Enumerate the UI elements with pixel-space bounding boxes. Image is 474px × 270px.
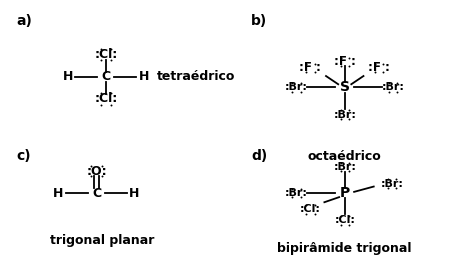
- Text: octaédrico: octaédrico: [308, 150, 382, 163]
- Text: :Cl:: :Cl:: [334, 215, 355, 225]
- Text: :Cl:: :Cl:: [94, 48, 118, 61]
- Text: :Br:: :Br:: [333, 162, 356, 172]
- Text: :Br:: :Br:: [381, 178, 403, 188]
- Text: :F :: :F :: [300, 62, 321, 75]
- Text: C: C: [101, 70, 110, 83]
- Text: :F :: :F :: [368, 62, 390, 75]
- Text: P: P: [339, 186, 350, 200]
- Text: H: H: [129, 187, 140, 200]
- Text: bipirâmide trigonal: bipirâmide trigonal: [277, 242, 412, 255]
- Text: S: S: [340, 80, 350, 94]
- Text: b): b): [251, 14, 267, 28]
- Text: trigonal planar: trigonal planar: [50, 234, 154, 247]
- Text: H: H: [63, 70, 73, 83]
- Text: H: H: [138, 70, 149, 83]
- Text: c): c): [17, 149, 31, 163]
- Text: a): a): [17, 14, 33, 28]
- Text: :Cl:: :Cl:: [94, 92, 118, 105]
- Text: :F :: :F :: [334, 55, 356, 68]
- Text: :Br:: :Br:: [285, 188, 308, 198]
- Text: :Br:: :Br:: [333, 110, 356, 120]
- Text: H: H: [54, 187, 64, 200]
- Text: :Cl:: :Cl:: [300, 204, 321, 214]
- Text: tetraédrico: tetraédrico: [157, 70, 236, 83]
- Text: :O:: :O:: [86, 165, 107, 178]
- Text: C: C: [92, 187, 101, 200]
- Text: d): d): [251, 149, 267, 163]
- Text: :Br:: :Br:: [382, 82, 404, 92]
- Text: :Br:: :Br:: [285, 82, 308, 92]
